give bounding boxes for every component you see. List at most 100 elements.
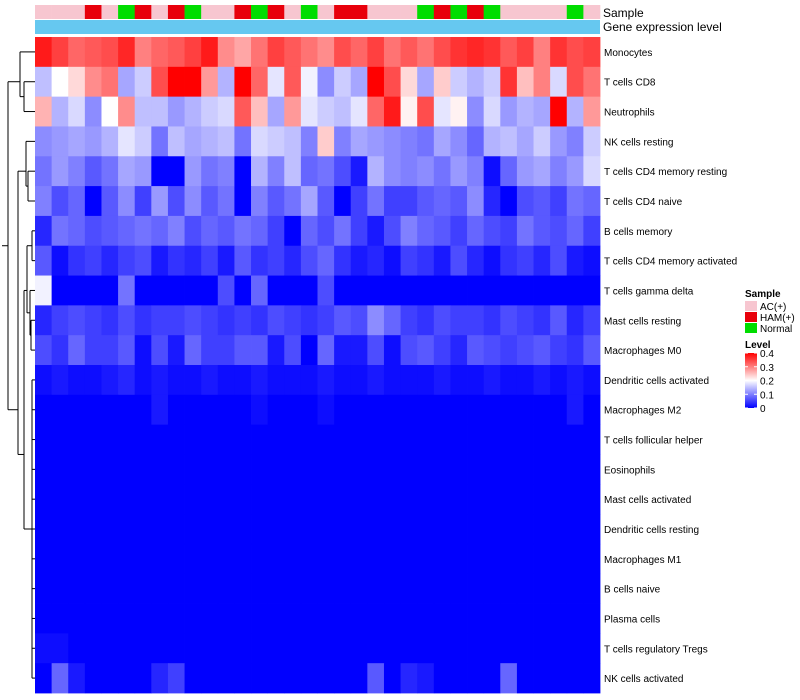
heatmap-cell [35,275,53,306]
heatmap-cell [433,335,451,366]
heatmap-cell [450,424,468,455]
heatmap-cell [151,394,169,426]
heatmap-cell [350,37,368,68]
heatmap-cell [317,424,335,455]
sample-annotation-cell [251,5,268,19]
heatmap-cell [383,305,401,336]
heatmap-cell [68,66,86,98]
heatmap-cell [483,603,501,634]
heatmap-cell [101,156,119,187]
sample-annotation-cell [317,5,335,19]
expression-level-band [35,20,600,34]
level-tick-label: 0.4 [760,349,774,360]
heatmap-cell [350,543,368,575]
heatmap-cell [450,603,468,634]
heatmap-cell [317,275,335,306]
heatmap-cell [101,186,119,217]
heatmap-cell [483,484,501,515]
heatmap-cell [417,394,435,426]
heatmap-cell [550,215,568,247]
heatmap-cell [167,514,185,545]
heatmap-cell [467,543,485,575]
heatmap-cell [566,66,584,98]
heatmap-cell [350,424,368,455]
heatmap-cell [417,186,435,217]
sample-annotation-cell [450,5,468,19]
heatmap-cell [583,573,601,604]
heatmap-cell [217,454,235,485]
heatmap-cell [533,394,551,426]
heatmap-cell [533,156,551,187]
heatmap-cell [84,484,102,515]
heatmap-cell [383,275,401,306]
sample-legend-label: AC(+) [760,302,786,313]
heatmap-cell [367,96,385,127]
heatmap-cell [533,335,551,366]
heatmap-cell [516,514,534,545]
heatmap-cell [334,394,352,426]
heatmap-cell [417,424,435,455]
row-label: Mast cells resting [604,316,681,327]
sample-annotation-cell [566,5,584,19]
level-tick-label: 0.2 [760,377,774,388]
heatmap-cell [433,96,451,127]
row-label: Macrophages M2 [604,406,682,417]
heatmap-cell [84,514,102,545]
heatmap-cell [334,424,352,455]
heatmap-cell [35,215,53,247]
heatmap-cell [251,603,269,634]
heatmap-cell [350,633,368,664]
heatmap-cell [84,66,102,98]
heatmap-cell [383,335,401,366]
heatmap-cell [251,573,269,604]
heatmap-cell [101,365,119,396]
heatmap-cell [417,37,435,68]
heatmap-cell [467,186,485,217]
heatmap-cell [184,603,202,634]
heatmap-cell [350,365,368,396]
heatmap-cell [467,335,485,366]
heatmap-cell [300,454,318,485]
heatmap-cell [500,663,518,694]
heatmap-cell [134,514,152,545]
heatmap-cell [101,543,119,575]
heatmap-cell [516,66,534,98]
row-label: T cells regulatory Tregs [604,644,708,655]
heatmap-cell [483,215,501,247]
heatmap-cell [417,245,435,276]
row-label: Mast cells activated [604,495,691,506]
heatmap-cell [583,66,601,98]
heatmap-cell [566,156,584,187]
sample-legend-swatch [745,312,757,322]
heatmap-cell [251,37,269,68]
heatmap-cell [184,573,202,604]
heatmap-cell [51,215,69,247]
heatmap-cell [383,454,401,485]
heatmap-cell [350,305,368,336]
heatmap-cell [84,394,102,426]
heatmap-cell [383,37,401,68]
heatmap-cell [167,66,185,98]
heatmap-cell [566,633,584,664]
row-label: Eosinophils [604,465,655,476]
heatmap-cell [367,275,385,306]
heatmap-cell [483,275,501,306]
sample-annotation-cell [500,5,518,19]
heatmap-cell [317,66,335,98]
heatmap-cell [234,215,252,247]
heatmap-cell [118,245,136,276]
heatmap-cell [151,37,169,68]
heatmap-cell [35,37,53,68]
heatmap-cell [251,514,269,545]
heatmap-cell [550,305,568,336]
sample-annotation-cell [550,5,568,19]
heatmap-cell [450,454,468,485]
heatmap-cell [35,633,53,664]
heatmap-cell [167,424,185,455]
heatmap-cell [267,96,285,127]
heatmap-cell [550,484,568,515]
heatmap-cell [118,663,136,694]
heatmap-cell [383,66,401,98]
heatmap-cell [234,275,252,306]
heatmap-cell [367,454,385,485]
